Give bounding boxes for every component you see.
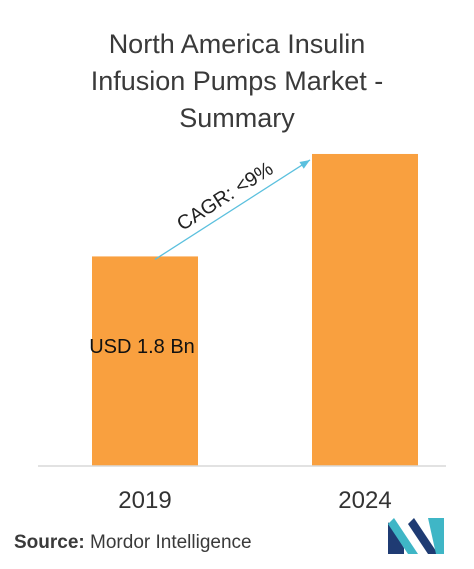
cagr-arrow [154,159,311,260]
title-line-1: North America Insulin [108,29,366,59]
bar-2024 [312,153,418,466]
source-label: Source: [14,532,85,553]
mordor-intelligence-logo [388,518,444,554]
chart-title: North America Insulin Infusion Pumps Mar… [0,26,474,137]
x-tick-label: 2024 [338,487,391,514]
x-tick-label: 2019 [118,487,171,514]
cagr-annotation: CAGR: <9% [173,158,277,236]
title-line-3: Summary [179,103,295,133]
title-line-2: Infusion Pumps Market - [90,66,384,96]
bar-2019 [92,256,198,466]
data-label: USD 1.8 Bn [89,336,195,358]
source-credit: Source: Mordor Intelligence [14,532,252,554]
cagr-arrowhead [299,159,310,169]
source-text: Mordor Intelligence [90,532,252,553]
